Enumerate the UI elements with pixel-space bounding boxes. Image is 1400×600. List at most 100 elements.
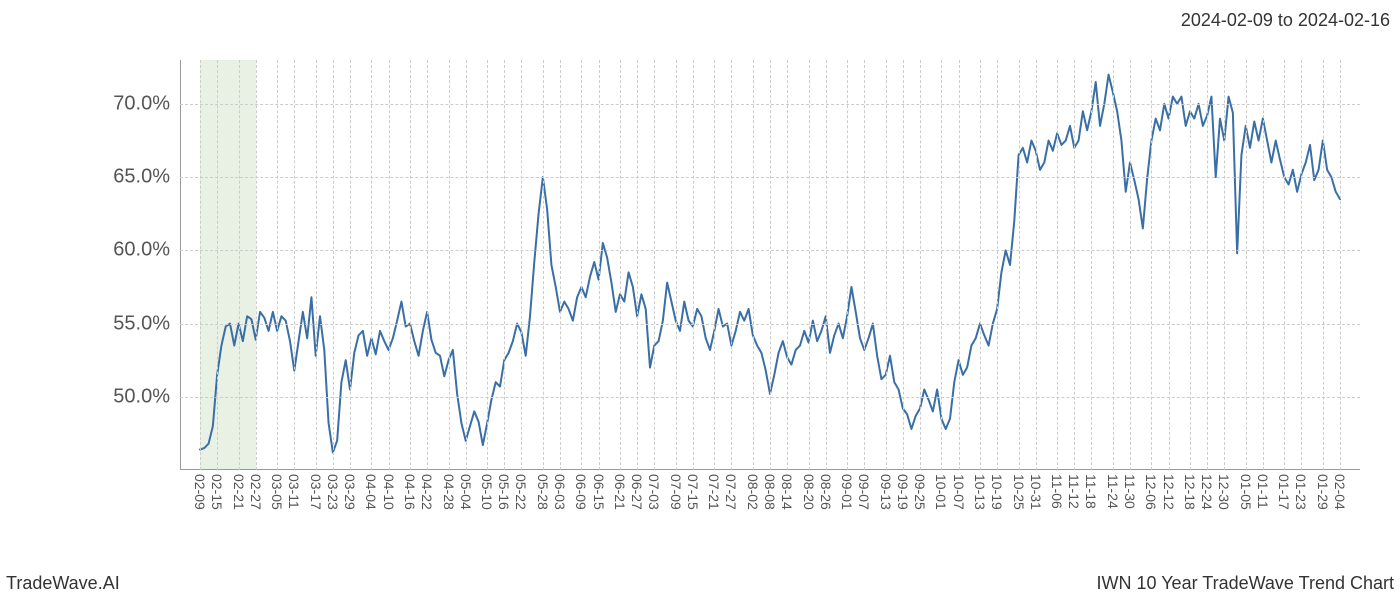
- xtick-label: 07-21: [706, 474, 722, 510]
- grid-v: [809, 60, 810, 470]
- xtick-label: 09-07: [856, 474, 872, 510]
- grid-v: [581, 60, 582, 470]
- xtick-label: 04-04: [363, 474, 379, 510]
- xtick-label: 09-13: [878, 474, 894, 510]
- grid-v: [256, 60, 257, 470]
- xtick-label: 08-14: [779, 474, 795, 510]
- grid-v: [1169, 60, 1170, 470]
- grid-v: [350, 60, 351, 470]
- grid-v: [941, 60, 942, 470]
- grid-v: [560, 60, 561, 470]
- grid-v: [826, 60, 827, 470]
- grid-v: [654, 60, 655, 470]
- xtick-label: 01-29: [1315, 474, 1331, 510]
- grid-v: [997, 60, 998, 470]
- grid-v: [637, 60, 638, 470]
- grid-v: [903, 60, 904, 470]
- xtick-label: 02-21: [231, 474, 247, 510]
- xtick-label: 07-27: [723, 474, 739, 510]
- grid-v: [920, 60, 921, 470]
- xtick-label: 09-25: [912, 474, 928, 510]
- xtick-label: 04-16: [402, 474, 418, 510]
- grid-v: [959, 60, 960, 470]
- xtick-label: 01-05: [1238, 474, 1254, 510]
- ytick-label: 65.0%: [113, 166, 170, 189]
- xtick-label: 12-12: [1161, 474, 1177, 510]
- grid-v: [1301, 60, 1302, 470]
- xtick-label: 04-22: [419, 474, 435, 510]
- grid-v: [333, 60, 334, 470]
- grid-v: [1151, 60, 1152, 470]
- grid-v: [599, 60, 600, 470]
- xtick-label: 01-11: [1255, 474, 1271, 509]
- xtick-label: 11-18: [1083, 474, 1099, 509]
- grid-v: [1130, 60, 1131, 470]
- brand-label: TradeWave.AI: [6, 573, 120, 594]
- xtick-label: 07-15: [685, 474, 701, 510]
- xtick-label: 11-24: [1105, 474, 1121, 509]
- xtick-label: 11-30: [1122, 474, 1138, 509]
- grid-v: [1057, 60, 1058, 470]
- xtick-label: 05-04: [458, 474, 474, 510]
- grid-v: [466, 60, 467, 470]
- xtick-label: 02-27: [248, 474, 264, 510]
- ytick-label: 60.0%: [113, 239, 170, 262]
- xtick-label: 06-09: [573, 474, 589, 510]
- xtick-label: 10-01: [933, 474, 949, 510]
- grid-v: [294, 60, 295, 470]
- xtick-label: 05-28: [535, 474, 551, 510]
- xtick-label: 08-02: [745, 474, 761, 510]
- xtick-label: 08-08: [762, 474, 778, 510]
- grid-v: [1246, 60, 1247, 470]
- grid-v: [410, 60, 411, 470]
- xtick-label: 03-05: [269, 474, 285, 510]
- xtick-label: 01-17: [1276, 474, 1292, 510]
- grid-v: [217, 60, 218, 470]
- grid-v: [980, 60, 981, 470]
- xtick-label: 09-01: [839, 474, 855, 510]
- grid-v: [316, 60, 317, 470]
- grid-v: [886, 60, 887, 470]
- xtick-label: 08-20: [801, 474, 817, 510]
- grid-v: [1263, 60, 1264, 470]
- ytick-label: 55.0%: [113, 312, 170, 335]
- xtick-label: 03-11: [286, 474, 302, 509]
- xtick-label: 10-31: [1028, 474, 1044, 510]
- grid-v: [620, 60, 621, 470]
- ytick-label: 50.0%: [113, 385, 170, 408]
- grid-v: [389, 60, 390, 470]
- xtick-label: 06-15: [591, 474, 607, 510]
- grid-v: [277, 60, 278, 470]
- grid-v: [676, 60, 677, 470]
- xtick-label: 11-12: [1066, 474, 1082, 509]
- grid-v: [449, 60, 450, 470]
- xtick-label: 05-22: [513, 474, 529, 510]
- xtick-label: 10-19: [989, 474, 1005, 510]
- xtick-label: 05-10: [479, 474, 495, 510]
- xtick-label: 10-13: [972, 474, 988, 510]
- xtick-label: 12-30: [1216, 474, 1232, 510]
- grid-v: [239, 60, 240, 470]
- grid-v: [1091, 60, 1092, 470]
- grid-v: [731, 60, 732, 470]
- grid-v: [1074, 60, 1075, 470]
- grid-v: [847, 60, 848, 470]
- xtick-label: 06-27: [629, 474, 645, 510]
- xtick-label: 03-29: [342, 474, 358, 510]
- grid-v: [543, 60, 544, 470]
- grid-v: [864, 60, 865, 470]
- xtick-label: 03-23: [325, 474, 341, 510]
- ytick-label: 70.0%: [113, 92, 170, 115]
- trend-chart: [180, 60, 1360, 470]
- xtick-label: 10-25: [1011, 474, 1027, 510]
- grid-v: [1323, 60, 1324, 470]
- xtick-label: 09-19: [895, 474, 911, 510]
- grid-v: [1113, 60, 1114, 470]
- grid-v: [753, 60, 754, 470]
- xtick-label: 02-04: [1332, 474, 1348, 510]
- xtick-label: 12-24: [1199, 474, 1215, 510]
- grid-v: [1224, 60, 1225, 470]
- grid-v: [200, 60, 201, 470]
- grid-v: [1207, 60, 1208, 470]
- xtick-label: 06-21: [612, 474, 628, 510]
